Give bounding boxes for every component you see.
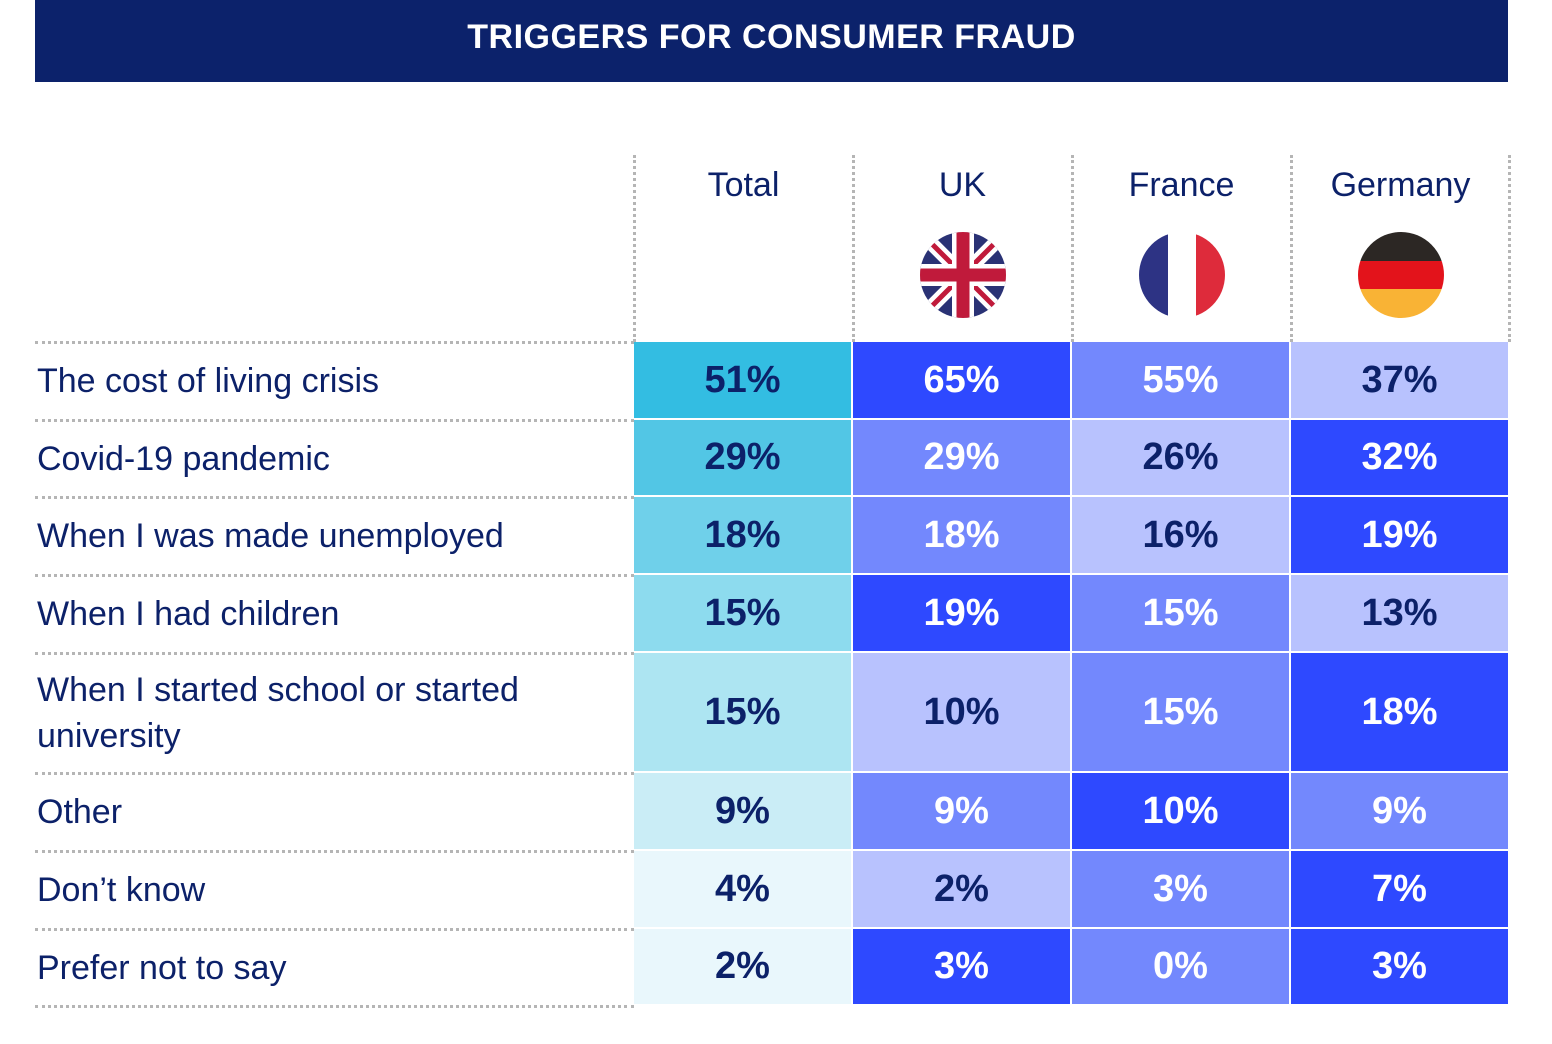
column-header-total: Total [634, 160, 853, 210]
column-divider [852, 155, 855, 342]
uk-flag-icon [919, 232, 1006, 318]
cell-total: 9% [634, 773, 853, 851]
cell-germany: 18% [1291, 653, 1510, 773]
chart-title: TRIGGERS FOR CONSUMER FRAUD [467, 17, 1076, 56]
row-divider [35, 1005, 634, 1008]
row-label: When I was made unemployed [37, 517, 504, 555]
france-flag-icon [1138, 232, 1225, 318]
row-label: When I had children [37, 595, 340, 633]
cell-germany: 32% [1291, 420, 1510, 497]
row-label: Don’t know [37, 871, 206, 909]
cell-france: 3% [1072, 851, 1291, 929]
column-label: Germany [1330, 166, 1471, 204]
cell-total: 2% [634, 929, 853, 1006]
column-header-france: France [1072, 160, 1291, 318]
column-divider [1508, 155, 1511, 342]
column-header-germany: Germany [1291, 160, 1510, 318]
row-divider [35, 341, 634, 344]
row-label: Other [37, 793, 123, 831]
cell-uk: 29% [853, 420, 1072, 497]
cell-germany: 13% [1291, 575, 1510, 653]
cell-total: 4% [634, 851, 853, 929]
column-label: Total [707, 166, 780, 204]
cell-total: 18% [634, 497, 853, 575]
cell-germany: 37% [1291, 342, 1510, 420]
cell-germany: 19% [1291, 497, 1510, 575]
cell-france: 0% [1072, 929, 1291, 1006]
cell-uk: 9% [853, 773, 1072, 851]
cell-france: 10% [1072, 773, 1291, 851]
row-label: When I started school or started univers… [37, 671, 519, 755]
column-label: France [1128, 166, 1235, 204]
row-divider [35, 928, 634, 931]
cell-total: 15% [634, 653, 853, 773]
row-label: Prefer not to say [37, 948, 287, 987]
cell-total: 29% [634, 420, 853, 497]
cell-france: 26% [1072, 420, 1291, 497]
cell-total: 15% [634, 575, 853, 653]
row-label: The cost of living crisis [37, 362, 379, 400]
cell-uk: 18% [853, 497, 1072, 575]
column-divider [633, 155, 636, 342]
row-divider [35, 772, 634, 775]
cell-france: 16% [1072, 497, 1291, 575]
column-label: UK [938, 166, 987, 204]
cell-france: 15% [1072, 653, 1291, 773]
cell-uk: 65% [853, 342, 1072, 420]
column-header-uk: UK [853, 160, 1072, 318]
row-label: Covid-19 pandemic [37, 439, 330, 478]
row-divider [35, 850, 634, 853]
cell-germany: 3% [1291, 929, 1510, 1006]
cell-uk: 10% [853, 653, 1072, 773]
row-divider [35, 574, 634, 577]
germany-flag-icon [1357, 232, 1444, 318]
cell-germany: 7% [1291, 851, 1510, 929]
cell-germany: 9% [1291, 773, 1510, 851]
cell-uk: 19% [853, 575, 1072, 653]
cell-total: 51% [634, 342, 853, 420]
row-divider [35, 419, 634, 422]
cell-france: 15% [1072, 575, 1291, 653]
column-divider [1290, 155, 1293, 342]
title-banner: TRIGGERS FOR CONSUMER FRAUD [35, 0, 1508, 82]
row-divider [35, 652, 634, 655]
cell-uk: 3% [853, 929, 1072, 1006]
cell-uk: 2% [853, 851, 1072, 929]
column-divider [1071, 155, 1074, 342]
cell-france: 55% [1072, 342, 1291, 420]
row-divider [35, 496, 634, 499]
